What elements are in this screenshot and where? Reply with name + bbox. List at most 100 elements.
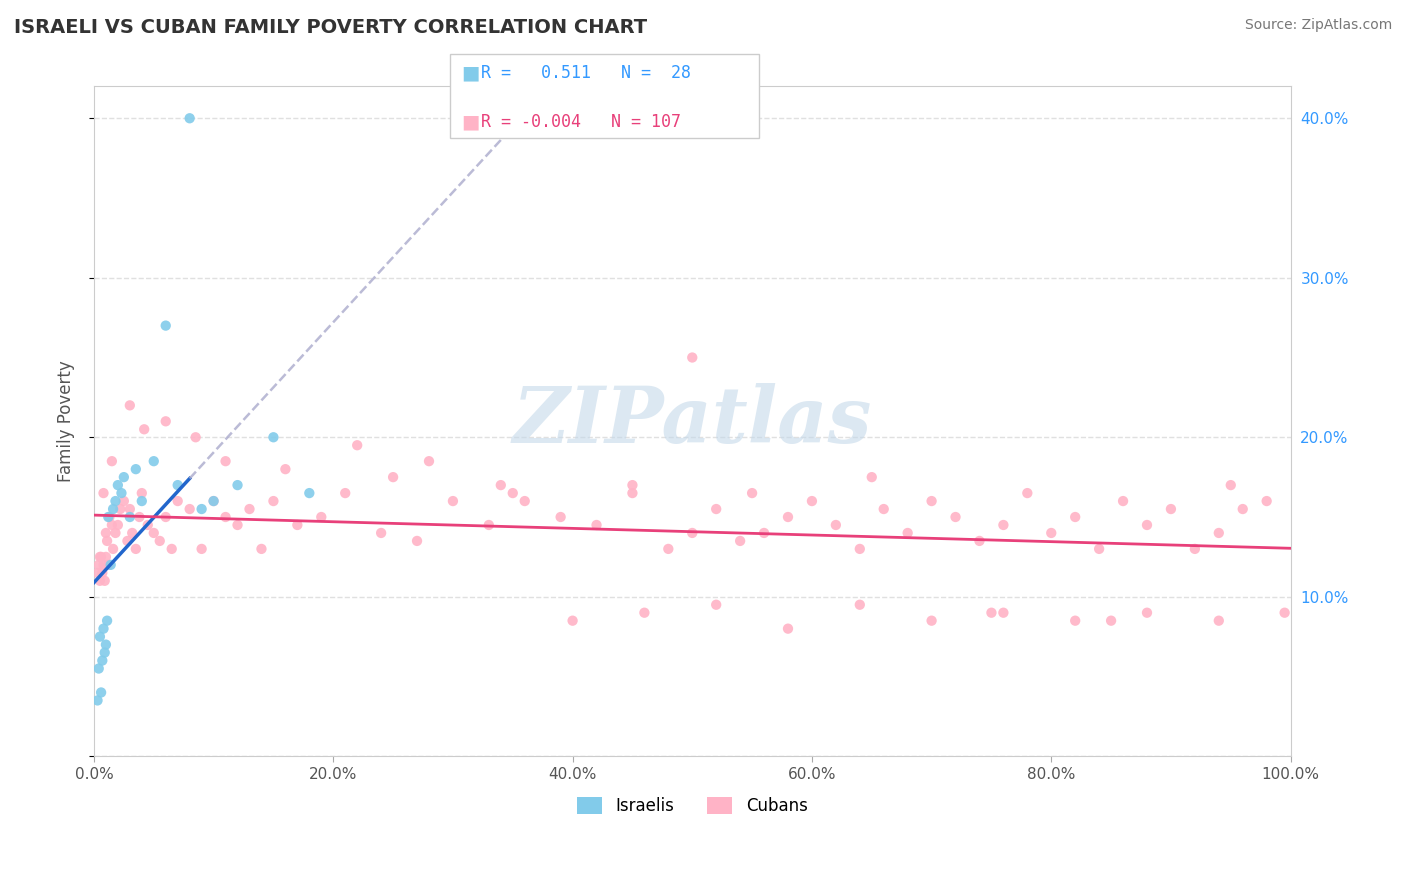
- Point: [849, 598, 872, 612]
- Point: [91, 654, 114, 668]
- Point: [128, 510, 150, 524]
- Point: [741, 486, 763, 500]
- Point: [1232, 502, 1254, 516]
- Point: [118, 502, 141, 516]
- Point: [621, 478, 644, 492]
- Point: [262, 430, 284, 444]
- Point: [155, 510, 177, 524]
- Point: [112, 494, 135, 508]
- Point: [100, 558, 122, 572]
- Point: [921, 614, 943, 628]
- Point: [704, 502, 727, 516]
- Point: [214, 454, 236, 468]
- Point: [142, 454, 165, 468]
- Point: [800, 494, 823, 508]
- Point: [1064, 614, 1087, 628]
- Point: [110, 486, 132, 500]
- Point: [202, 494, 225, 508]
- Point: [101, 454, 124, 468]
- Point: [98, 510, 121, 524]
- Point: [89, 630, 111, 644]
- Point: [681, 525, 703, 540]
- Point: [104, 525, 127, 540]
- Point: [125, 462, 148, 476]
- Point: [179, 112, 201, 126]
- Point: [370, 525, 392, 540]
- Point: [184, 430, 207, 444]
- Point: [166, 494, 188, 508]
- Text: R = -0.004   N = 107: R = -0.004 N = 107: [481, 113, 681, 131]
- Point: [478, 518, 501, 533]
- Point: [93, 486, 115, 500]
- Point: [93, 558, 115, 572]
- Point: [897, 525, 920, 540]
- Point: [298, 486, 321, 500]
- Point: [1208, 525, 1230, 540]
- Point: [136, 518, 159, 533]
- Point: [125, 541, 148, 556]
- Point: [94, 525, 117, 540]
- Point: [1219, 478, 1241, 492]
- Text: R =   0.511   N =  28: R = 0.511 N = 28: [481, 64, 690, 82]
- Point: [93, 574, 115, 588]
- Point: [101, 541, 124, 556]
- Point: [250, 541, 273, 556]
- Point: [262, 494, 284, 508]
- Point: [1274, 606, 1296, 620]
- Point: [489, 478, 512, 492]
- Point: [849, 541, 872, 556]
- Point: [561, 614, 583, 628]
- Text: ISRAELI VS CUBAN FAMILY POVERTY CORRELATION CHART: ISRAELI VS CUBAN FAMILY POVERTY CORRELAT…: [14, 18, 647, 37]
- Point: [160, 541, 183, 556]
- Point: [621, 486, 644, 500]
- Point: [118, 398, 141, 412]
- Point: [118, 510, 141, 524]
- Point: [110, 502, 132, 516]
- Point: [107, 518, 129, 533]
- Point: [226, 518, 249, 533]
- Point: [90, 685, 112, 699]
- Point: [94, 638, 117, 652]
- Point: [97, 558, 120, 572]
- Point: [155, 414, 177, 428]
- Point: [89, 574, 111, 588]
- Point: [93, 622, 115, 636]
- Point: [89, 549, 111, 564]
- Point: [1136, 606, 1159, 620]
- Point: [681, 351, 703, 365]
- Point: [131, 486, 153, 500]
- Point: [1208, 614, 1230, 628]
- Point: [96, 614, 118, 628]
- Text: ZIPatlas: ZIPatlas: [513, 383, 872, 459]
- Point: [87, 558, 110, 572]
- Point: [728, 533, 751, 548]
- Point: [107, 478, 129, 492]
- Point: [657, 541, 679, 556]
- Point: [112, 470, 135, 484]
- Point: [980, 606, 1002, 620]
- Point: [91, 566, 114, 580]
- Point: [155, 318, 177, 333]
- Point: [238, 502, 260, 516]
- Point: [87, 661, 110, 675]
- Point: [860, 470, 883, 484]
- Point: [776, 510, 799, 524]
- Point: [969, 533, 991, 548]
- Point: [101, 502, 124, 516]
- Point: [93, 646, 115, 660]
- Point: [1160, 502, 1182, 516]
- Point: [406, 533, 429, 548]
- Point: [190, 541, 212, 556]
- Point: [776, 622, 799, 636]
- Point: [382, 470, 405, 484]
- Point: [149, 533, 172, 548]
- Point: [502, 486, 524, 500]
- Point: [86, 566, 108, 580]
- Text: ■: ■: [461, 112, 479, 132]
- Point: [101, 518, 124, 533]
- Point: [202, 494, 225, 508]
- Point: [346, 438, 368, 452]
- Point: [335, 486, 357, 500]
- Point: [945, 510, 967, 524]
- Point: [513, 494, 536, 508]
